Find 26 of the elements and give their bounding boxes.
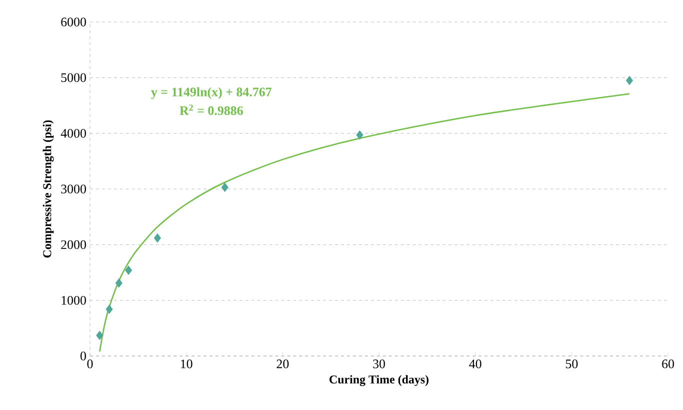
- x-tick-label: 0: [87, 360, 93, 368]
- point: [106, 304, 113, 314]
- y-axis-title: Compressive Strength (psi): [42, 120, 54, 258]
- x-tick-label: 50: [566, 360, 578, 368]
- point: [154, 233, 161, 243]
- x-axis-title: Curing Time (days): [330, 375, 428, 386]
- y-tick-label: 2000: [61, 240, 86, 250]
- y-tick-label: 6000: [61, 18, 86, 26]
- y-tick-label: 4000: [60, 128, 86, 138]
- x-tick-label: 40: [469, 360, 482, 368]
- point: [124, 266, 132, 275]
- point: [96, 330, 104, 340]
- y-tick-label: 5000: [61, 73, 86, 82]
- point: [626, 76, 634, 86]
- x-tick-label: 20: [276, 360, 289, 368]
- y-tick-label: 0: [80, 352, 86, 360]
- x-tick-label: 30: [373, 360, 385, 368]
- point: [115, 278, 122, 288]
- y-tick-label: 1000: [62, 296, 86, 305]
- annotation: y = 1149ln(x) + 84.767: [151, 87, 272, 100]
- point: [221, 182, 228, 192]
- x-tick-label: 60: [662, 360, 674, 368]
- y-tick-label: 3000: [61, 184, 86, 194]
- x-tick-label: 10: [181, 360, 192, 368]
- point: [356, 130, 364, 140]
- annotation: R$^{2}$ = 0.9886: [180, 104, 243, 116]
